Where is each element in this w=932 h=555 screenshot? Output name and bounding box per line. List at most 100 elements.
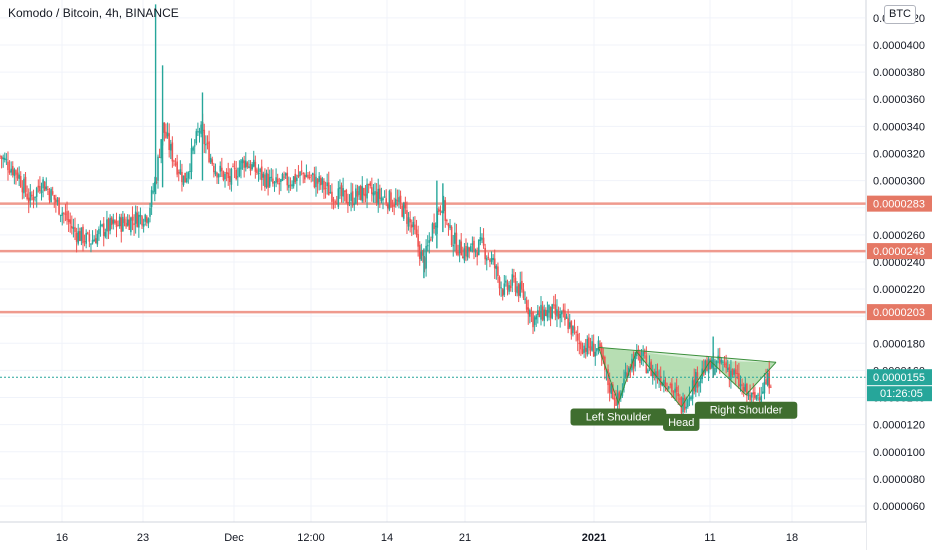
- candle-body: [454, 232, 456, 244]
- candle-body: [43, 181, 46, 192]
- candle-body: [465, 246, 467, 257]
- candle-body: [674, 388, 676, 393]
- candle-body: [506, 282, 509, 290]
- candle-body: [537, 310, 539, 315]
- candle-body: [283, 176, 285, 178]
- candle-body: [163, 122, 166, 133]
- candle-body: [375, 191, 378, 203]
- candle-body: [452, 245, 455, 247]
- candle-body: [126, 219, 129, 226]
- candle-body: [288, 184, 290, 188]
- price-tick-label: 0.0000240: [873, 257, 925, 269]
- candle-body: [118, 216, 121, 227]
- candle-body: [91, 239, 94, 244]
- candle-body: [15, 170, 17, 175]
- candle-body: [75, 232, 78, 242]
- candle-body: [332, 199, 335, 201]
- candle-body: [519, 282, 522, 296]
- candle-body: [168, 133, 170, 151]
- pattern-zigzag[interactable]: [597, 347, 777, 408]
- candle-body: [707, 358, 710, 374]
- candle-body: [495, 265, 498, 270]
- candle-body: [422, 250, 424, 256]
- candle-body: [664, 382, 667, 387]
- candle-body: [275, 177, 277, 183]
- candle-body: [380, 197, 383, 201]
- candle-body: [656, 371, 659, 380]
- candle-body: [192, 147, 194, 151]
- candle-body: [169, 144, 172, 151]
- candle-body: [538, 310, 541, 318]
- candle-body: [546, 310, 549, 318]
- candle-body: [69, 219, 72, 224]
- candle-body: [669, 384, 672, 386]
- candle-body: [508, 285, 510, 292]
- candle-body: [738, 373, 740, 387]
- candle-body: [484, 247, 486, 260]
- candle-body: [342, 188, 344, 197]
- candle-body: [675, 386, 678, 393]
- currency-badge[interactable]: BTC: [884, 5, 916, 24]
- candle-body: [257, 172, 260, 174]
- candle-body: [281, 174, 284, 181]
- candle-body: [236, 176, 239, 178]
- candle-body: [211, 159, 214, 165]
- candle-body: [374, 191, 376, 195]
- candle-body: [233, 167, 236, 169]
- candle-body: [21, 187, 24, 193]
- candle-body: [462, 256, 464, 259]
- candle-body: [616, 393, 619, 406]
- price-axis[interactable]: 0.00004200.00004000.00003800.00003600.00…: [865, 0, 932, 550]
- candle-body: [149, 207, 151, 217]
- candle-body: [466, 246, 469, 258]
- candle-body: [358, 186, 360, 195]
- candle-body: [402, 202, 405, 219]
- level-label-bg: [867, 304, 932, 321]
- candle-body: [256, 169, 258, 173]
- pattern-neckline[interactable]: [598, 346, 777, 363]
- candle-body: [409, 218, 411, 223]
- candle-body: [101, 224, 103, 226]
- level-label-bg: [867, 243, 932, 260]
- candle-body: [426, 245, 429, 247]
- candle-body: [77, 231, 79, 244]
- candle-body: [457, 252, 459, 256]
- countdown-label: 01:26:05: [880, 388, 923, 400]
- time-axis[interactable]: 16 23 Dec 12:00 14 21 2021 11 18: [0, 521, 866, 550]
- candle-body: [544, 309, 547, 317]
- candle-body: [3, 157, 6, 160]
- level-lines: [0, 202, 866, 314]
- candle-body: [189, 170, 191, 172]
- candle-body: [521, 280, 523, 290]
- candle-body: [477, 240, 480, 256]
- candle-body: [353, 203, 356, 205]
- candle-body: [200, 124, 202, 134]
- candle-body: [741, 384, 743, 386]
- candle-body: [130, 217, 132, 233]
- candle-body: [643, 350, 646, 354]
- candle-body: [540, 304, 542, 320]
- candle-body: [747, 392, 750, 397]
- candle-body: [181, 171, 183, 183]
- candle-body: [128, 219, 131, 230]
- candle-body: [299, 171, 301, 176]
- candle-body: [490, 258, 493, 262]
- candle-body: [733, 369, 735, 375]
- candle-body: [305, 174, 308, 178]
- time-tick-label: 12:00: [297, 532, 325, 544]
- candle-body: [455, 232, 458, 254]
- candle-body: [217, 174, 220, 178]
- candle-body: [696, 372, 699, 388]
- candle-body: [468, 247, 470, 252]
- candle-body: [122, 216, 124, 232]
- candle-body: [74, 227, 76, 233]
- candle-body: [398, 197, 400, 203]
- candle-body: [412, 221, 415, 227]
- candle-body: [647, 369, 649, 374]
- candle-body: [205, 144, 207, 146]
- pattern-triangle: [636, 351, 711, 408]
- candle-body: [612, 384, 614, 399]
- level-label: 0.0000203: [873, 307, 925, 319]
- countdown-bg: [867, 386, 932, 402]
